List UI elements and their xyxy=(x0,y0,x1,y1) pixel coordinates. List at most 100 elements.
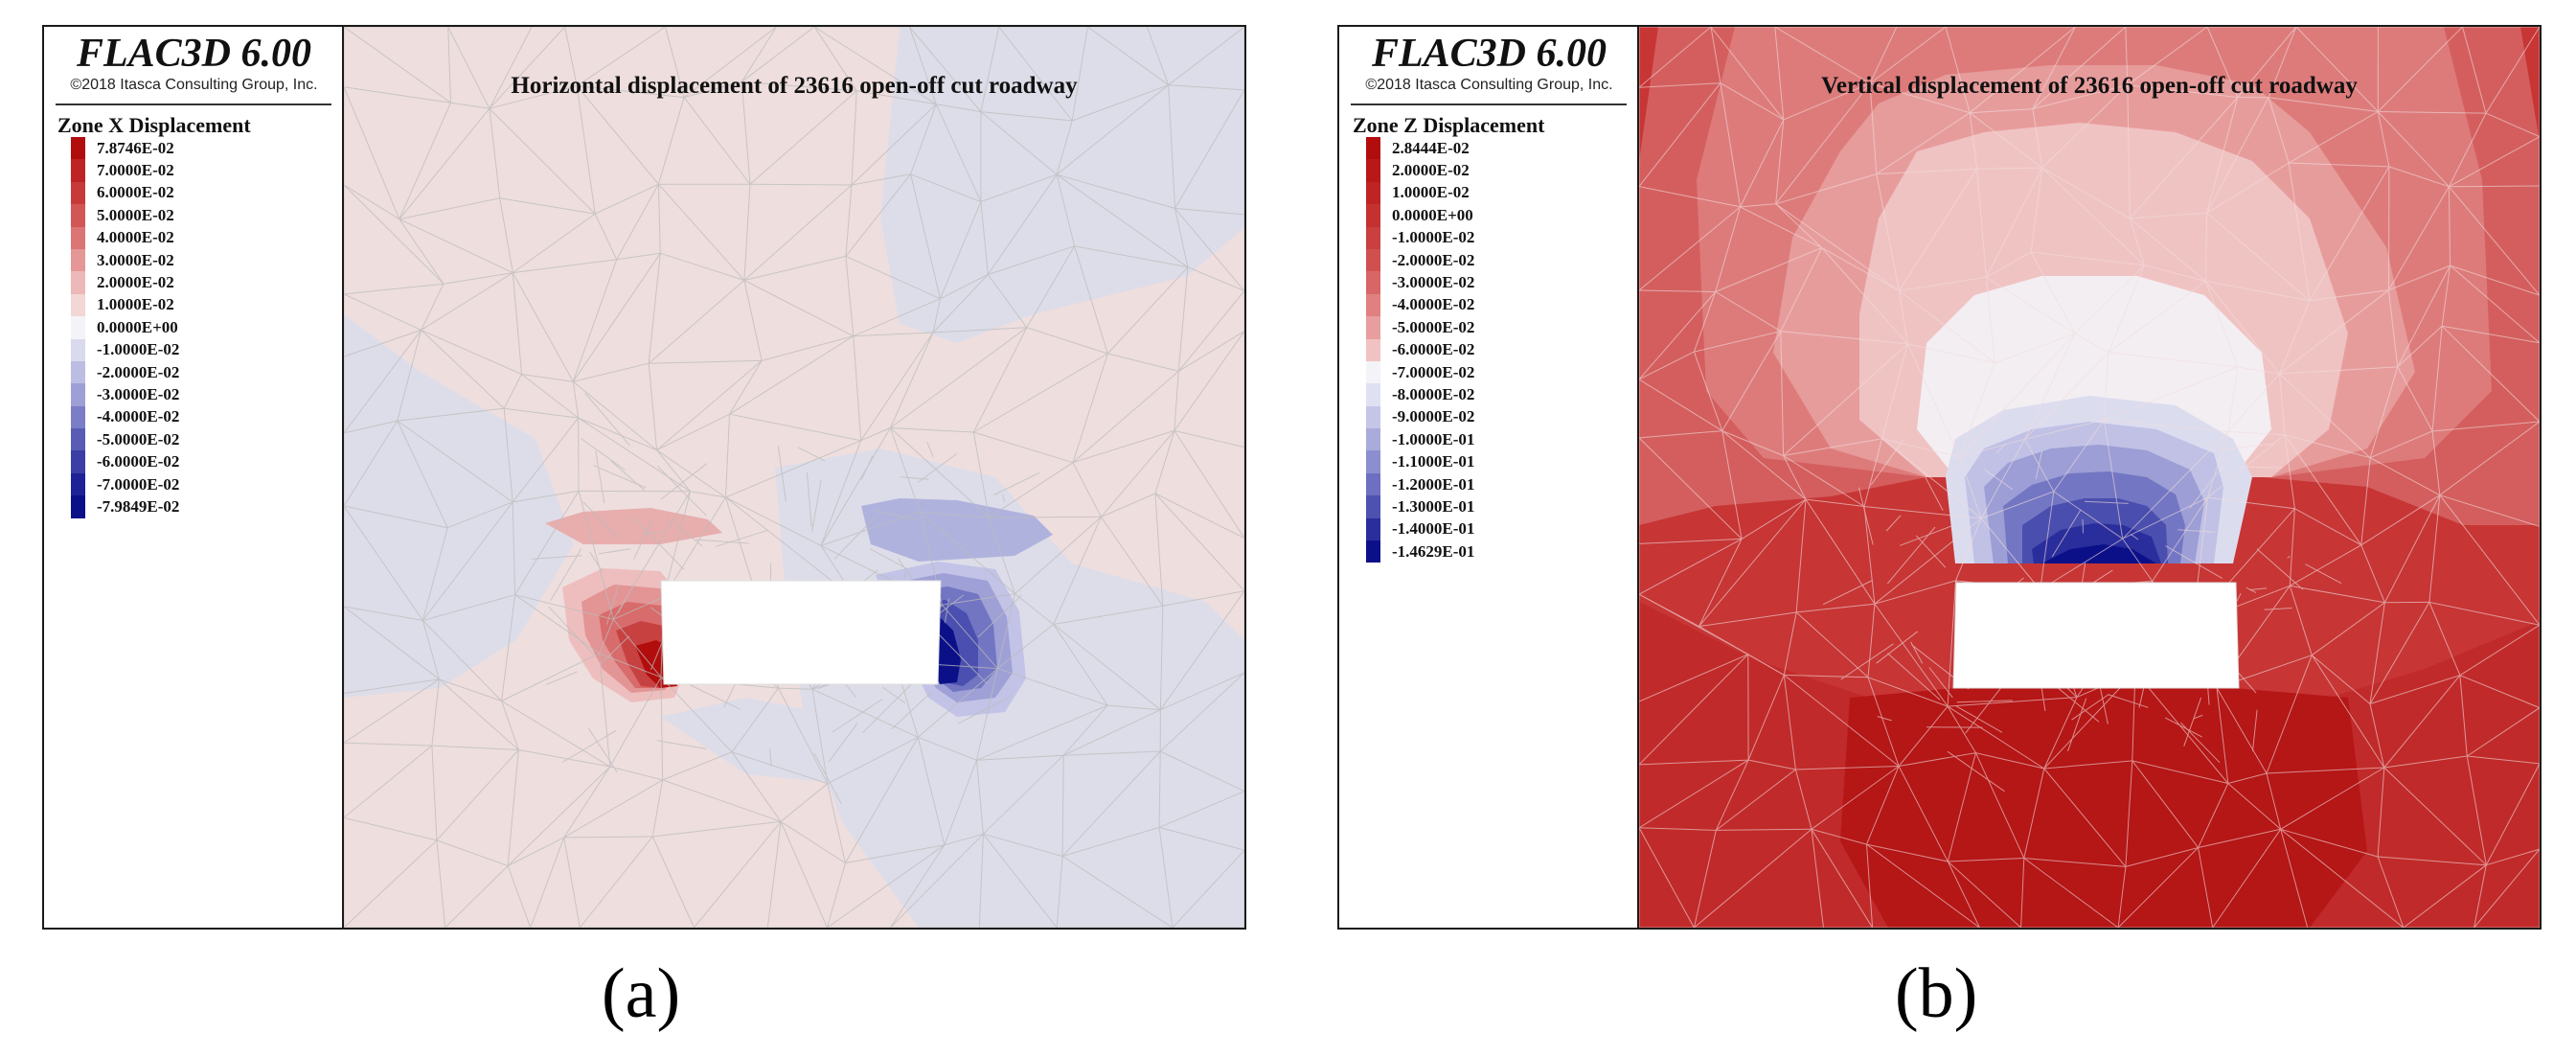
legend-label: -7.9849E-02 xyxy=(97,496,180,516)
legend-item: -2.0000E-02 xyxy=(1366,248,1475,272)
legend-label: -5.0000E-02 xyxy=(1392,317,1475,336)
contour-canvas-a xyxy=(344,27,1244,928)
legend-item: -5.0000E-02 xyxy=(71,428,180,451)
legend-item: 7.0000E-02 xyxy=(71,159,179,182)
legend-swatch xyxy=(1366,540,1380,563)
legend-item: -1.0000E-02 xyxy=(71,338,180,361)
legend-swatch xyxy=(71,405,85,429)
legend-swatch xyxy=(71,204,85,227)
legend-item: -1.0000E-02 xyxy=(1366,226,1475,249)
zone-negative-upper-right xyxy=(880,27,1244,343)
mesh-lines-b xyxy=(1639,27,2540,928)
legend-label: -1.4629E-01 xyxy=(1392,541,1475,561)
legend-swatch xyxy=(1366,472,1380,496)
legend-label: 2.0000E-02 xyxy=(1392,161,1470,180)
legend-label: 1.0000E-02 xyxy=(97,295,174,314)
legend-label: -3.0000E-02 xyxy=(1392,273,1475,292)
legend-swatch xyxy=(1366,159,1380,182)
legend-item: -6.0000E-02 xyxy=(1366,338,1475,361)
legend-label: 0.0000E+00 xyxy=(1392,205,1473,224)
legend-label: -2.0000E-02 xyxy=(1392,250,1475,269)
legend-label: -4.0000E-02 xyxy=(1392,295,1475,314)
legend-heading: Zone X Displacement xyxy=(57,113,251,137)
contour-plot-a: Horizontal displacement of 23616 open-of… xyxy=(344,27,1244,928)
legend-swatch xyxy=(71,159,85,182)
legend-item: 1.0000E-02 xyxy=(71,293,179,317)
legend-item: 3.0000E-02 xyxy=(71,248,179,272)
legend-label: 4.0000E-02 xyxy=(97,228,174,247)
zone-negative-bowl xyxy=(1946,396,2252,563)
roadway-opening xyxy=(660,580,942,685)
legend-label: -1.4000E-01 xyxy=(1392,519,1475,539)
legend-swatch xyxy=(71,293,85,317)
legend-swatch xyxy=(1366,405,1380,429)
legend-item: 4.0000E-02 xyxy=(71,226,179,249)
zone-lower-core xyxy=(1840,688,2367,928)
legend-swatch xyxy=(1366,517,1380,541)
plot-title: Vertical displacement of 23616 open-off … xyxy=(1821,73,2358,99)
legend-label: 1.0000E-02 xyxy=(1392,183,1470,202)
legend-label: 6.0000E-02 xyxy=(97,183,174,202)
legend-panel-b: FLAC3D 6.00 ©2018 Itasca Consulting Grou… xyxy=(1339,27,1639,928)
legend-item: -7.0000E-02 xyxy=(71,472,180,496)
legend-item: -7.9849E-02 xyxy=(71,495,180,518)
legend-swatch xyxy=(71,495,85,518)
legend-item: -8.0000E-02 xyxy=(1366,383,1474,406)
legend-swatch xyxy=(1366,450,1380,473)
legend-swatch xyxy=(71,137,85,160)
legend-label: -1.2000E-01 xyxy=(1392,474,1475,494)
legend-item: 6.0000E-02 xyxy=(71,181,179,205)
legend-swatch xyxy=(71,428,85,451)
legend-item: -3.0000E-02 xyxy=(71,383,180,406)
legend-item: 1.0000E-02 xyxy=(1366,181,1474,205)
legend-item: -4.0000E-02 xyxy=(71,405,179,429)
legend-swatch xyxy=(1366,428,1380,451)
legend-item: -3.0000E-02 xyxy=(1366,271,1475,294)
legend-panel-a: FLAC3D 6.00 ©2018 Itasca Consulting Grou… xyxy=(44,27,344,928)
legend-label: -1.0000E-02 xyxy=(1392,228,1475,247)
legend-label: -1.0000E-02 xyxy=(97,340,180,359)
legend-swatch xyxy=(1366,248,1380,272)
legend-item: 2.0000E-02 xyxy=(1366,159,1474,182)
legend-swatch xyxy=(71,181,85,205)
legend-label: 7.0000E-02 xyxy=(97,161,174,180)
legend-scale: 7.8746E-02 7.0000E-02 6.0000E-02 5.0000E-02… xyxy=(71,137,179,518)
contour-plot-b: Vertical displacement of 23616 open-off … xyxy=(1639,27,2540,928)
zone-negative-lower xyxy=(660,698,842,784)
legend-label: -5.0000E-02 xyxy=(97,429,180,448)
legend-item: -9.0000E-02 xyxy=(1366,405,1475,429)
legend-scale: 2.8444E-02 2.0000E-02 1.0000E-02 0.0000E+00… xyxy=(1366,137,1474,563)
caption-b: (b) xyxy=(1895,954,1978,1033)
legend-label: -9.0000E-02 xyxy=(1392,407,1475,426)
legend-label: 3.0000E-02 xyxy=(97,250,174,269)
legend-label: 5.0000E-02 xyxy=(97,205,174,224)
software-title: FLAC3D 6.00 xyxy=(1371,32,1607,76)
legend-label: 2.8444E-02 xyxy=(1392,138,1470,157)
legend-swatch xyxy=(1366,316,1380,339)
zone-negative-left xyxy=(344,314,574,698)
legend-label: -6.0000E-02 xyxy=(1392,340,1475,359)
legend-swatch xyxy=(71,271,85,294)
legend-swatch xyxy=(1366,338,1380,361)
legend-item: 0.0000E+00 xyxy=(1366,204,1474,227)
legend-divider xyxy=(1351,103,1627,105)
legend-label: 2.0000E-02 xyxy=(97,273,174,292)
legend-label: -7.0000E-02 xyxy=(1392,362,1475,381)
copyright-text: ©2018 Itasca Consulting Group, Inc. xyxy=(1365,77,1613,93)
legend-swatch xyxy=(1366,383,1380,406)
legend-divider xyxy=(56,103,331,105)
legend-swatch xyxy=(71,472,85,496)
software-title: FLAC3D 6.00 xyxy=(76,32,312,76)
legend-swatch xyxy=(71,248,85,272)
legend-label: 7.8746E-02 xyxy=(97,138,174,157)
legend-item: -6.0000E-02 xyxy=(71,450,179,473)
legend-item: 2.0000E-02 xyxy=(71,271,179,294)
legend-swatch xyxy=(71,226,85,249)
roadway-opening xyxy=(1952,582,2240,689)
legend-label: -1.3000E-01 xyxy=(1392,496,1475,516)
legend-label: -3.0000E-02 xyxy=(97,384,180,403)
legend-item: 5.0000E-02 xyxy=(71,204,179,227)
panel-vertical-displacement: FLAC3D 6.00 ©2018 Itasca Consulting Grou… xyxy=(1337,25,2542,930)
legend-swatch xyxy=(71,383,85,406)
legend-label: -7.0000E-02 xyxy=(97,474,180,494)
